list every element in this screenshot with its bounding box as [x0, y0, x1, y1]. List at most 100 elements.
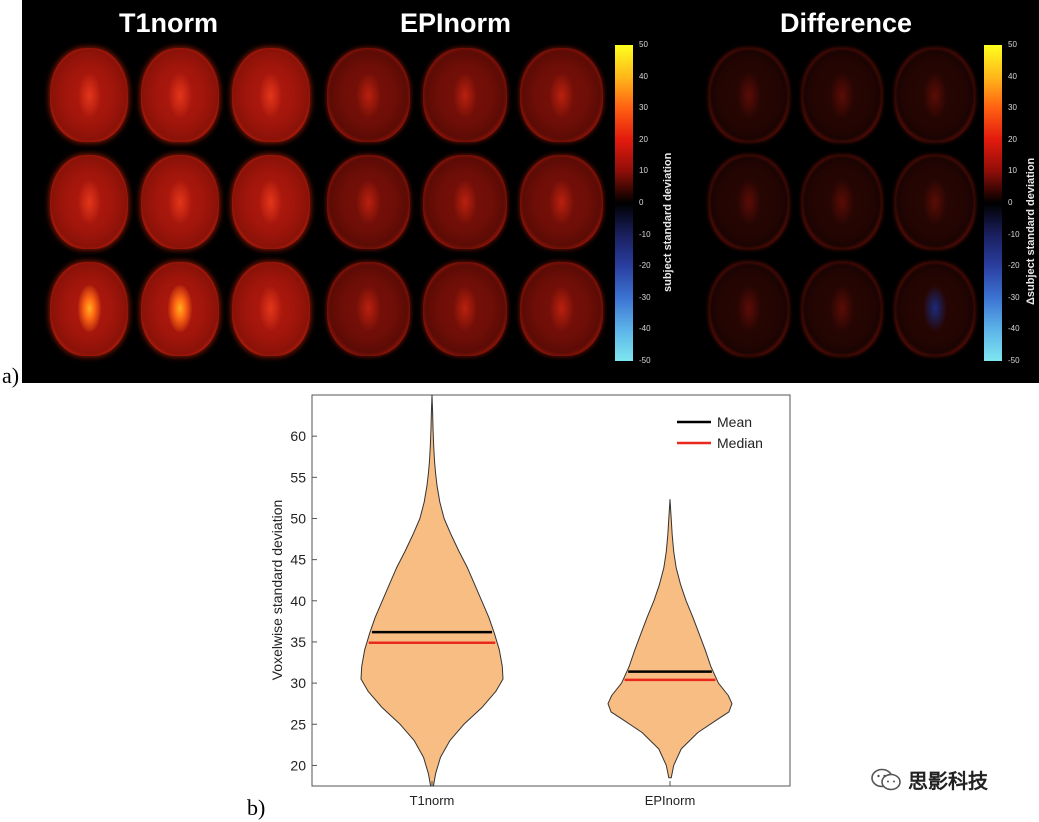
colorbar-tick-label: -40	[1008, 324, 1020, 334]
brain-grid-t1norm	[44, 42, 316, 362]
brain-slice-core	[355, 178, 381, 226]
brain-grid-difference	[702, 42, 982, 362]
brain-slice	[141, 261, 219, 356]
brain-slice	[50, 261, 129, 356]
brain-slice-core	[736, 178, 761, 226]
brain-slice	[50, 155, 129, 249]
chat-bubbles-icon	[871, 768, 901, 790]
brain-slice-core	[258, 285, 283, 333]
brain-slice	[50, 48, 129, 143]
brain-slice	[520, 48, 604, 143]
brain-slice-core	[549, 285, 575, 333]
colorbar-tick-label: 10	[639, 166, 648, 176]
colorbar-tick-label: -30	[639, 292, 651, 302]
brain-slice	[708, 155, 789, 249]
brain-slice-core	[77, 71, 102, 119]
brain-slice	[326, 155, 410, 249]
legend-mean-label: Mean	[717, 414, 752, 430]
colorbar-tick-label: -30	[1008, 292, 1020, 302]
colorbar-tick-label: -40	[639, 324, 651, 334]
brain-slice-core	[923, 71, 948, 119]
brain-slice-core	[549, 178, 575, 226]
legend: Mean Median	[677, 414, 763, 451]
colorbar-tick-label: -10	[639, 229, 651, 239]
y-tick-label: 50	[290, 510, 306, 526]
panel-b-label: b)	[247, 795, 265, 820]
brain-slice	[801, 261, 883, 356]
brain-slice	[231, 155, 310, 249]
brain-slice	[708, 48, 789, 143]
panel-a-brain-maps: T1norm EPInorm Difference 50 40 30 20 10 0 -10…	[22, 0, 1039, 383]
colorbar-2	[984, 45, 1002, 361]
brain-slice	[895, 155, 976, 249]
colorbar-tick-label: 0	[639, 198, 644, 207]
brain-slice-core	[168, 71, 192, 119]
violin-epinorm	[607, 499, 733, 779]
violin-chart: 20 25 30 35 40 45 50 55 60 T1norm EPInorm Voxelwi…	[247, 394, 791, 820]
violin-t1norm	[360, 394, 504, 787]
brain-slice-core	[829, 71, 855, 119]
colorbar-tick-label: 30	[1008, 103, 1017, 113]
y-tick-label: 40	[290, 593, 306, 609]
brain-slice	[326, 48, 410, 143]
brain-slice-core	[168, 178, 192, 226]
brain-slice-core	[452, 71, 478, 119]
colorbar-tick-label: 20	[639, 134, 648, 144]
y-tick-label: 35	[290, 634, 306, 650]
brain-slice	[326, 261, 410, 356]
brain-slice	[801, 48, 883, 143]
brain-slice-core	[452, 178, 478, 226]
title-difference: Difference	[780, 8, 913, 38]
y-axis: 20 25 30 35 40 45 50 55 60	[290, 428, 317, 773]
brain-slice-core	[355, 71, 381, 119]
brain-slice	[895, 261, 976, 356]
colorbar-2-label: Δsubject standard deviation	[1025, 157, 1037, 305]
title-t1norm: T1norm	[119, 8, 219, 38]
brain-slice-core	[736, 285, 761, 333]
colorbar-tick-label: -20	[639, 261, 651, 271]
y-tick-label: 45	[290, 552, 306, 568]
watermark: 思影科技	[870, 765, 988, 794]
colorbar-tick-label: 40	[639, 71, 648, 81]
brain-slice-core	[258, 178, 283, 226]
brain-slice-core	[829, 178, 855, 226]
y-tick-label: 55	[290, 469, 306, 485]
colorbar-tick-label: -20	[1008, 261, 1020, 271]
brain-grid-epinorm	[320, 42, 610, 362]
colorbar-1-label: subject standard deviation	[662, 152, 674, 292]
brain-slice	[141, 48, 219, 143]
x-axis: T1norm EPInorm	[410, 781, 696, 808]
brain-slice-core	[923, 178, 948, 226]
colorbar-tick-label: -50	[1008, 356, 1020, 365]
y-tick-label: 30	[290, 675, 306, 691]
brain-slice-core	[77, 178, 102, 226]
brain-slice	[231, 48, 310, 143]
colorbar-tick-label: 10	[1008, 166, 1017, 176]
colorbar-tick-label: -10	[1008, 229, 1020, 239]
y-tick-label: 20	[290, 757, 306, 773]
title-epinorm: EPInorm	[400, 8, 512, 38]
colorbar-tick-label: 40	[1008, 71, 1017, 81]
brain-slice	[423, 48, 507, 143]
brain-slice-core	[923, 285, 948, 333]
brain-slice-core	[736, 71, 761, 119]
colorbar-tick-label: 50	[1008, 40, 1017, 49]
legend-median-label: Median	[717, 435, 763, 451]
x-tick-label: EPInorm	[645, 793, 696, 808]
colorbar-tick-label: -50	[639, 356, 651, 365]
brain-slice-core	[258, 71, 283, 119]
y-tick-label: 60	[290, 428, 306, 444]
brain-slice	[423, 155, 507, 249]
brain-slice-core	[829, 285, 855, 333]
watermark-text: 思影科技	[908, 769, 988, 793]
x-tick-label: T1norm	[410, 793, 455, 808]
brain-slice	[141, 155, 219, 249]
colorbar-tick-label: 20	[1008, 134, 1017, 144]
brain-slice	[520, 261, 604, 356]
panel-a-label: a)	[2, 363, 20, 388]
brain-slice	[708, 261, 789, 356]
colorbar-1	[615, 45, 633, 361]
brain-slice-core	[355, 285, 381, 333]
plot-area	[311, 394, 791, 787]
brain-slice	[423, 261, 507, 356]
